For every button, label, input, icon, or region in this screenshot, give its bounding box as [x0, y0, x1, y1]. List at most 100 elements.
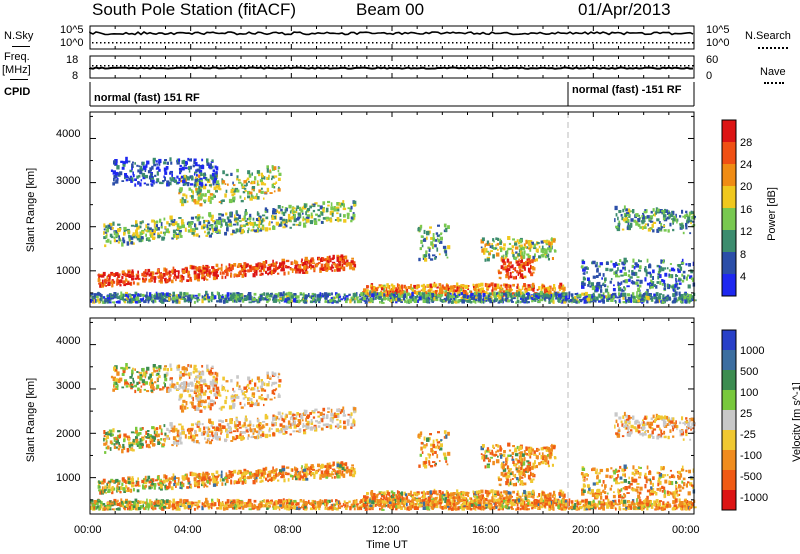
- power-cell: [157, 234, 161, 239]
- power-cell: [520, 259, 523, 264]
- power-cell: [302, 212, 304, 215]
- power-cell: [631, 280, 634, 283]
- power-cell: [153, 276, 157, 280]
- power-cell: [447, 297, 450, 299]
- power-cell: [376, 286, 379, 289]
- velocity-cell: [201, 481, 205, 485]
- power-cell: [622, 296, 625, 300]
- velocity-cell: [267, 479, 269, 483]
- power-cell: [121, 270, 125, 274]
- nsearch-dot: [588, 42, 590, 44]
- nave-dot: [436, 65, 438, 67]
- power-cell: [137, 181, 140, 184]
- power-cell: [502, 290, 505, 293]
- power-cell: [272, 226, 276, 229]
- power-cell: [611, 295, 613, 299]
- power-cell: [270, 292, 273, 296]
- power-cell: [102, 284, 104, 287]
- power-cell: [453, 292, 456, 296]
- power-cell: [165, 272, 169, 276]
- power-cell: [230, 273, 233, 278]
- power-cell: [368, 298, 370, 302]
- power-cell: [286, 207, 288, 212]
- power-cell: [132, 298, 136, 301]
- power-cell: [639, 279, 643, 284]
- power-cell: [314, 294, 316, 297]
- power-cell: [454, 300, 458, 304]
- power-cell: [154, 272, 158, 275]
- power-cell: [383, 284, 386, 288]
- power-cell: [667, 210, 670, 215]
- power-cell: [420, 235, 424, 238]
- power-cell: [247, 230, 249, 234]
- power-cell: [287, 297, 291, 301]
- velocity-cell: [103, 489, 106, 493]
- nave-dot: [564, 65, 566, 67]
- nave-dot: [472, 65, 474, 67]
- power-cell: [321, 211, 324, 216]
- velocity-cell: [259, 469, 263, 474]
- power-cell: [120, 160, 124, 163]
- power-cell: [591, 261, 594, 265]
- power-cell: [523, 294, 526, 299]
- power-cell: [582, 297, 586, 300]
- power-cell: [177, 294, 181, 297]
- power-cell: [587, 277, 590, 281]
- power-cell: [190, 228, 193, 232]
- power-cell: [243, 230, 245, 233]
- power-cell: [325, 216, 329, 220]
- power-cell: [245, 212, 248, 215]
- power-cell: [211, 228, 215, 231]
- power-cell: [247, 292, 252, 296]
- power-cell: [125, 283, 128, 286]
- station-title: South Pole Station (fitACF): [92, 0, 297, 19]
- power-cell: [646, 282, 650, 286]
- power-cell: [649, 215, 654, 220]
- power-cell: [171, 269, 174, 274]
- power-cell: [352, 212, 355, 215]
- power-cell: [502, 298, 506, 301]
- power-cell: [257, 299, 260, 301]
- velocity-cell: [305, 470, 308, 474]
- power-cell: [672, 293, 675, 297]
- power-cell: [151, 175, 154, 178]
- velocity-cell: [336, 472, 339, 477]
- power-cell: [447, 225, 450, 229]
- power-cell: [244, 190, 247, 192]
- power-cell: [622, 218, 626, 222]
- power-cell: [163, 167, 167, 172]
- nsearch-dot: [524, 42, 526, 44]
- velocity-cell: [147, 475, 151, 480]
- power-cell: [192, 164, 195, 168]
- velocity-cell: [244, 476, 247, 479]
- power-cell: [628, 278, 631, 282]
- power-cell: [612, 288, 616, 292]
- power-cell: [130, 179, 133, 182]
- power-cell: [674, 291, 678, 296]
- power-cell: [165, 292, 169, 297]
- power-cell: [462, 285, 466, 288]
- power-cell: [155, 167, 158, 170]
- power-cell: [196, 296, 200, 301]
- power-cell: [136, 238, 140, 241]
- power-cell: [124, 160, 128, 164]
- power-cell: [371, 289, 375, 294]
- power-cell: [237, 293, 241, 296]
- power-cell: [285, 259, 290, 263]
- power-cell: [277, 266, 280, 269]
- power-cell: [518, 291, 521, 296]
- power-cell: [341, 266, 344, 270]
- power-cell: [655, 210, 657, 215]
- power-cell: [251, 267, 255, 271]
- velocity-cell: [137, 477, 139, 481]
- power-cell: [159, 299, 163, 303]
- power-cell: [334, 208, 338, 212]
- nsky-label: N.Sky: [4, 30, 34, 42]
- velocity-cell: [308, 471, 312, 475]
- power-cell: [175, 275, 180, 279]
- power-cell: [205, 177, 208, 181]
- power-cell: [493, 291, 496, 296]
- power-cell: [617, 222, 621, 226]
- power-cell: [95, 299, 98, 303]
- power-cell: [337, 202, 341, 206]
